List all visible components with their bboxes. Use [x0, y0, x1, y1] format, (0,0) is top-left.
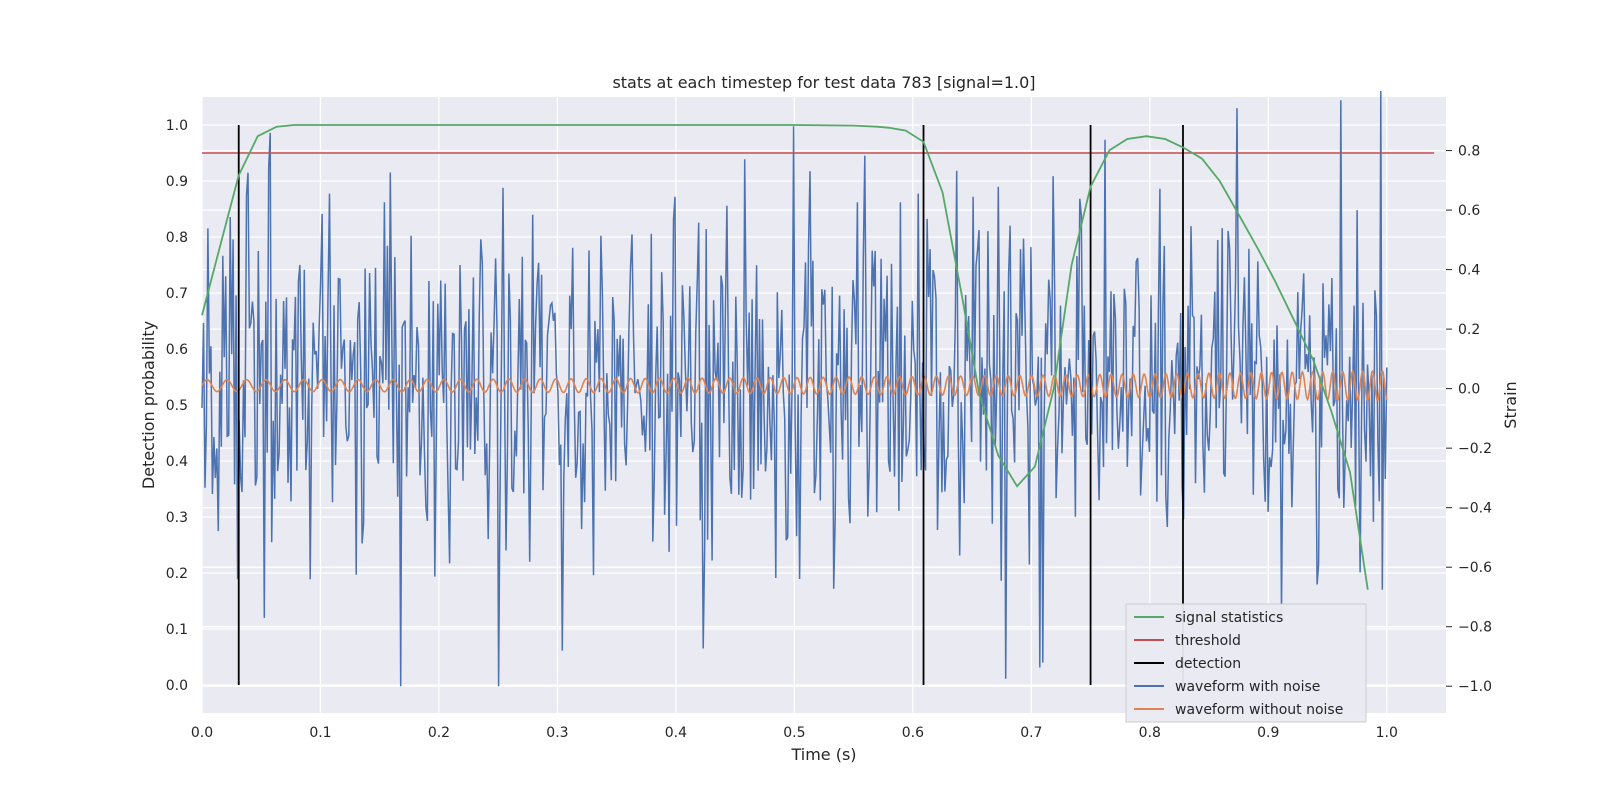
x-tick-label: 1.0 — [1376, 725, 1398, 741]
legend-label: threshold — [1175, 633, 1241, 649]
y-right-tick-label: 0.2 — [1458, 322, 1480, 338]
x-tick-label: 0.5 — [783, 725, 805, 741]
series-layer — [201, 90, 1435, 687]
legend-entry-threshold: threshold — [1134, 633, 1241, 649]
x-axis: 0.0 0.1 0.2 0.3 0.4 0.5 0.6 0.7 0.8 0.9 1.0 — [191, 725, 1398, 741]
y-left-tick-label: 0.0 — [166, 678, 188, 694]
y-left-tick-label: 0.6 — [166, 342, 188, 358]
x-tick-label: 0.0 — [191, 725, 213, 741]
y-left-tick-label: 0.4 — [166, 454, 188, 470]
y-axis-right: −1.0 −0.8 −0.6 −0.4 −0.2 0.0 0.2 0.4 0.6 0.8 — [1446, 144, 1492, 695]
legend-entry-detection: detection — [1134, 656, 1241, 672]
y-right-tick-label: 0.0 — [1458, 382, 1480, 398]
x-tick-label: 0.1 — [309, 725, 331, 741]
legend-entry-waveform-with-noise: waveform with noise — [1134, 679, 1320, 695]
y-right-tick-label: 0.4 — [1458, 263, 1480, 279]
y-left-tick-label: 0.2 — [166, 566, 188, 582]
legend-label: detection — [1175, 656, 1241, 672]
y-left-tick-label: 0.9 — [166, 174, 188, 190]
x-tick-label: 0.7 — [1020, 725, 1042, 741]
y-right-tick-label: 0.6 — [1458, 203, 1480, 219]
y-right-tick-label: −0.4 — [1458, 501, 1492, 517]
x-tick-label: 0.6 — [902, 725, 924, 741]
y-left-tick-label: 0.7 — [166, 286, 188, 302]
chart-title: stats at each timestep for test data 783… — [612, 73, 1035, 92]
y-right-tick-label: −0.2 — [1458, 441, 1492, 457]
x-tick-label: 0.3 — [546, 725, 568, 741]
y-right-tick-label: −0.6 — [1458, 560, 1492, 576]
y-left-tick-label: 0.8 — [166, 230, 188, 246]
y-left-tick-label: 0.3 — [166, 510, 188, 526]
y-right-tick-label: 0.8 — [1458, 144, 1480, 160]
series-signal-statistics — [201, 124, 1369, 590]
legend-label: waveform with noise — [1175, 679, 1320, 695]
x-tick-label: 0.2 — [428, 725, 450, 741]
legend-entry-waveform-without-noise: waveform without noise — [1134, 702, 1343, 718]
y-left-tick-label: 0.5 — [166, 398, 188, 414]
y-left-tick-label: 1.0 — [166, 118, 188, 134]
series-waveform-without-noise — [201, 368, 1388, 403]
y-right-tick-label: −0.8 — [1458, 620, 1492, 636]
x-axis-title: Time (s) — [790, 745, 856, 764]
series-waveform-with-noise — [201, 90, 1388, 687]
y-axis-left-title: Detection probability — [139, 321, 158, 489]
y-axis-right-title: Strain — [1501, 381, 1520, 428]
legend-box — [1125, 603, 1367, 723]
legend-label: signal statistics — [1175, 610, 1283, 626]
x-tick-label: 0.8 — [1139, 725, 1161, 741]
y-left-tick-label: 0.1 — [166, 622, 188, 638]
x-tick-label: 0.9 — [1257, 725, 1279, 741]
legend: signal statistics threshold detection wa… — [1125, 603, 1367, 723]
legend-entry-signal-statistics: signal statistics — [1134, 610, 1283, 626]
y-axis-left: 0.0 0.1 0.2 0.3 0.4 0.5 0.6 0.7 0.8 0.9 1.0 — [166, 118, 188, 694]
legend-label: waveform without noise — [1175, 702, 1343, 718]
y-right-tick-label: −1.0 — [1458, 679, 1492, 695]
x-tick-label: 0.4 — [665, 725, 687, 741]
